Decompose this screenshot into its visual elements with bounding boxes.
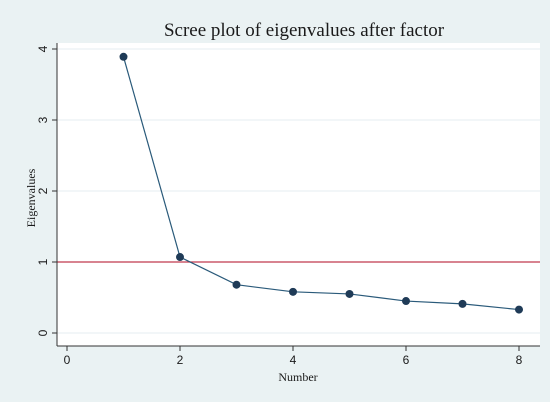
y-tick-label: 3: [36, 116, 50, 123]
x-tick-label: 6: [403, 353, 410, 367]
plot-area: [57, 43, 540, 346]
y-tick-label: 4: [36, 45, 50, 52]
data-point: [176, 253, 184, 262]
grid-lines: [57, 48, 540, 334]
x-tick-label: 2: [177, 353, 184, 367]
x-tick-label: 4: [290, 353, 297, 367]
chart-title: Scree plot of eigenvalues after factor: [164, 20, 445, 41]
axes: 0 1 2 3 4 0 2 4 6 8: [36, 43, 540, 367]
data-point: [232, 280, 241, 289]
y-axis-label: Eigenvalues: [24, 168, 38, 227]
series-layer: [119, 52, 523, 314]
data-point: [345, 289, 354, 298]
data-point: [119, 52, 128, 61]
x-tick-label: 8: [516, 353, 523, 367]
data-point: [289, 287, 297, 296]
y-tick-label: 0: [36, 329, 50, 336]
data-point: [402, 297, 410, 306]
y-tick-label: 2: [36, 187, 50, 194]
y-tick-label: 1: [36, 258, 50, 265]
x-axis-label: Number: [278, 370, 317, 384]
series-line: [122, 56, 520, 311]
data-point: [458, 299, 467, 308]
x-tick-label: 0: [64, 353, 71, 367]
data-point: [515, 305, 523, 314]
